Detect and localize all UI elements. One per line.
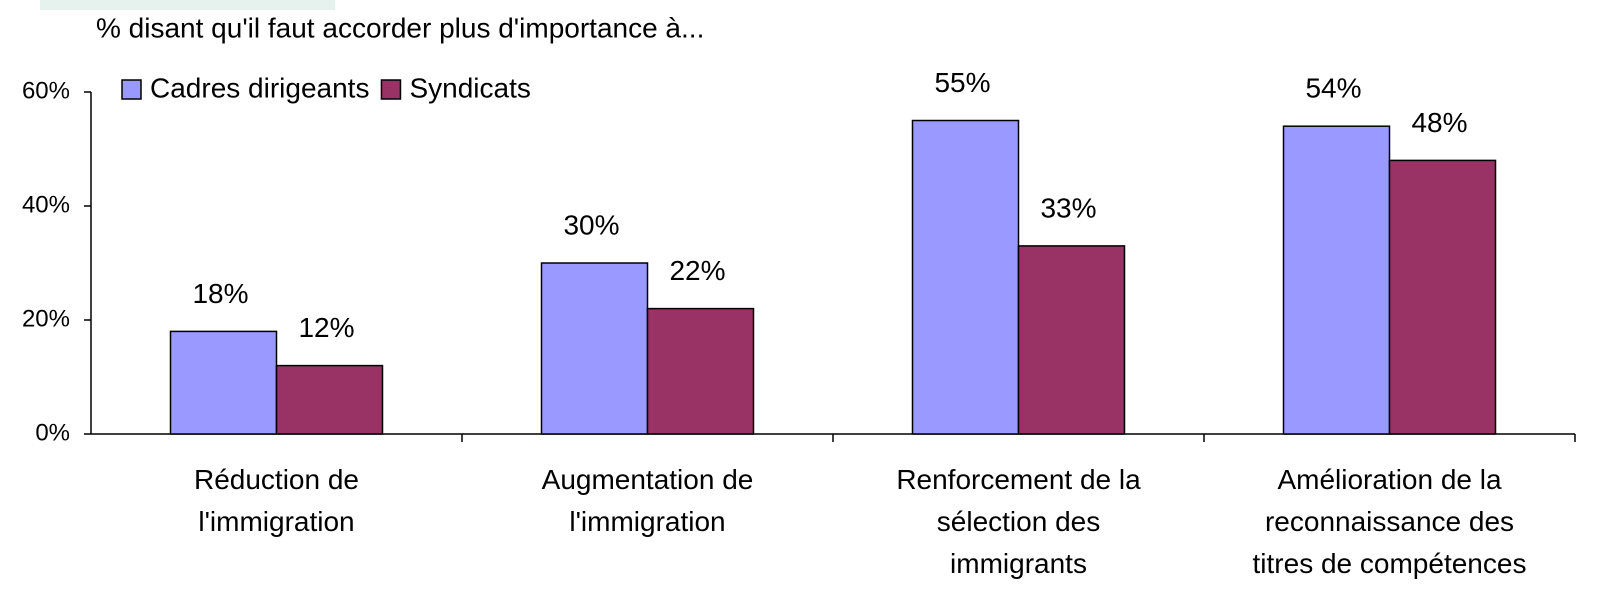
bar	[1017, 245, 1126, 435]
bar	[540, 262, 649, 435]
x-tick-label: Amélioration de la reconnaissance des titr…	[1253, 464, 1527, 579]
x-tick-label: Renforcement de la sélection des immigrant…	[896, 464, 1141, 579]
bar	[1282, 125, 1391, 435]
bar	[911, 119, 1020, 435]
chart-subtitle: % disant qu'il faut accorder plus d'impo…	[96, 12, 704, 43]
bar	[275, 364, 384, 435]
data-label: 18%	[192, 278, 248, 309]
bar	[646, 307, 755, 435]
data-label: 54%	[1305, 73, 1361, 104]
decoration	[40, 0, 335, 10]
bar	[1388, 159, 1497, 435]
data-label: 22%	[669, 255, 725, 286]
y-tick-label: 20%	[22, 305, 70, 332]
y-tick-label: 0%	[35, 419, 70, 446]
data-label: 12%	[298, 312, 354, 343]
y-tick-label: 60%	[22, 77, 70, 104]
legend-label: Syndicats	[409, 72, 530, 103]
y-tick-label: 40%	[22, 191, 70, 218]
bar	[169, 330, 278, 435]
legend-label: Cadres dirigeants	[150, 72, 369, 103]
legend-swatch	[380, 79, 402, 100]
data-label: 33%	[1040, 192, 1096, 223]
data-label: 30%	[563, 209, 619, 240]
x-tick-label: Réduction de l'immigration	[194, 464, 359, 537]
data-label: 48%	[1411, 107, 1467, 138]
x-tick-label: Augmentation de l'immigration	[542, 464, 754, 537]
legend-swatch	[121, 79, 142, 100]
data-label: 55%	[934, 67, 990, 98]
